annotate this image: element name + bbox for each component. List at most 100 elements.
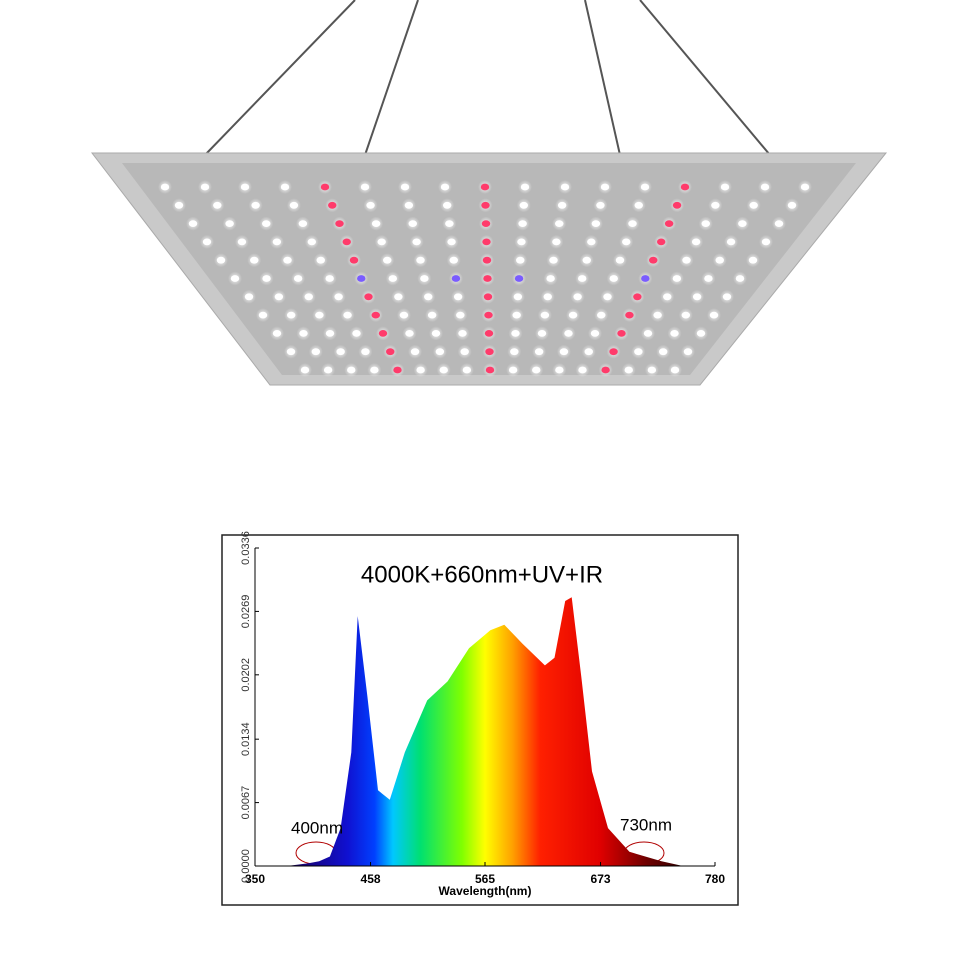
led	[692, 293, 702, 301]
led	[735, 275, 745, 282]
led	[393, 366, 402, 374]
led	[564, 330, 573, 337]
lamp	[90, 0, 888, 386]
led	[366, 201, 375, 209]
led	[262, 275, 271, 282]
led	[410, 348, 420, 356]
led	[462, 366, 472, 374]
led	[447, 238, 456, 246]
led	[704, 275, 713, 282]
led	[174, 201, 184, 209]
led	[609, 275, 618, 282]
led	[311, 348, 321, 356]
led	[315, 311, 324, 319]
led	[483, 293, 493, 301]
led	[552, 238, 561, 246]
cable	[584, 0, 621, 156]
led-grid	[158, 180, 812, 377]
led	[412, 238, 421, 246]
led	[289, 201, 299, 209]
led	[280, 183, 290, 191]
led	[715, 256, 724, 264]
led	[482, 238, 491, 246]
led	[549, 256, 558, 264]
led	[360, 183, 370, 191]
led	[160, 183, 170, 191]
led	[511, 330, 520, 337]
led	[427, 311, 437, 319]
led	[293, 275, 303, 282]
led	[591, 220, 601, 228]
led	[272, 330, 282, 337]
led	[691, 238, 701, 246]
led	[680, 183, 690, 191]
led	[559, 348, 569, 356]
led	[460, 348, 469, 356]
annotation: 400nm	[291, 818, 343, 837]
led	[439, 366, 448, 374]
panel-face	[122, 163, 856, 375]
led	[658, 348, 668, 356]
led	[568, 311, 578, 319]
x-tick-label: 350	[245, 872, 265, 886]
led	[357, 275, 366, 282]
led	[615, 256, 625, 264]
led	[484, 330, 494, 337]
led	[532, 366, 541, 374]
led	[323, 366, 333, 374]
cable	[639, 0, 771, 156]
led	[334, 293, 343, 301]
led	[286, 348, 296, 356]
led	[510, 348, 519, 356]
led	[681, 311, 691, 319]
led	[484, 311, 493, 319]
led	[383, 256, 392, 264]
led	[555, 220, 564, 228]
led	[298, 220, 308, 228]
led	[787, 201, 797, 209]
led	[643, 330, 653, 337]
led	[274, 293, 284, 301]
led	[584, 348, 593, 356]
y-tick-label: 0.0269	[240, 595, 252, 629]
led	[283, 256, 292, 264]
led	[546, 275, 555, 282]
led	[258, 311, 268, 319]
led	[388, 275, 398, 282]
led	[453, 293, 463, 301]
led	[200, 183, 210, 191]
led	[347, 366, 356, 374]
led	[188, 220, 198, 228]
led	[404, 201, 414, 209]
led	[520, 183, 530, 191]
led	[647, 366, 657, 374]
led	[633, 293, 642, 301]
led	[416, 366, 425, 374]
led	[701, 220, 710, 228]
led	[262, 220, 271, 228]
led	[748, 256, 758, 264]
led	[216, 256, 226, 264]
led	[300, 366, 310, 374]
led	[377, 238, 386, 246]
led	[316, 256, 325, 264]
led	[378, 330, 388, 337]
led	[244, 293, 254, 301]
led	[582, 256, 591, 264]
led	[682, 256, 691, 264]
led	[603, 293, 612, 301]
led	[722, 293, 732, 301]
led	[364, 293, 373, 301]
led	[749, 201, 758, 209]
led	[481, 201, 490, 209]
y-tick-label: 0.0000	[240, 849, 252, 883]
y-tick-label: 0.0202	[240, 658, 252, 692]
led	[371, 311, 380, 319]
led	[518, 220, 527, 228]
led	[481, 220, 491, 228]
led	[335, 220, 344, 228]
led	[617, 330, 626, 337]
x-tick-label: 565	[475, 872, 495, 886]
led	[272, 238, 282, 246]
